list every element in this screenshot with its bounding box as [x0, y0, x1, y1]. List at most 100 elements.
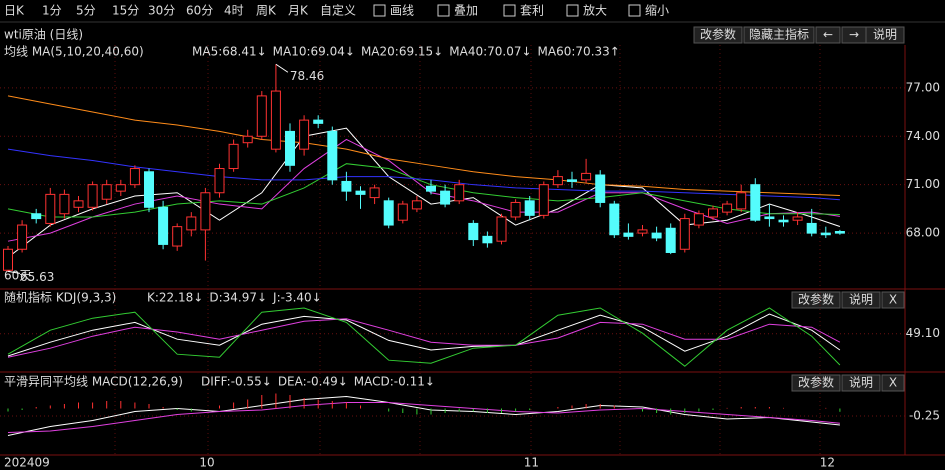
candle-body: [341, 180, 352, 192]
legend-entry: D:34.97↓: [209, 291, 267, 305]
y-tick-label: 71.00: [906, 177, 940, 191]
tool-icon[interactable]: [503, 4, 516, 17]
legend-entry: MA5:68.41↓: [192, 45, 267, 59]
button-bg[interactable]: [693, 26, 743, 44]
button[interactable]: ←: [823, 28, 833, 42]
button-bg[interactable]: [743, 26, 815, 44]
candle-body: [440, 190, 451, 205]
candle-body: [313, 119, 324, 124]
candle-body: [87, 184, 98, 208]
button[interactable]: 改参数: [700, 27, 736, 42]
button-bg[interactable]: [791, 291, 841, 309]
button-bg[interactable]: [815, 26, 841, 44]
candle-body: [369, 187, 380, 199]
toolbar-item[interactable]: 缩小: [645, 3, 669, 18]
toolbar-item[interactable]: 月K: [288, 4, 309, 18]
button-bg[interactable]: [865, 26, 905, 44]
button[interactable]: 说明: [849, 292, 873, 307]
candle-body: [426, 185, 436, 192]
candle-body: [778, 219, 789, 223]
x-tick-label: 202409: [4, 456, 50, 470]
button[interactable]: 说明: [849, 375, 873, 390]
button-bg[interactable]: [881, 374, 905, 392]
instrument-title: wti原油 (日线): [4, 28, 83, 42]
button-bg[interactable]: [841, 374, 881, 392]
candle-body: [693, 213, 704, 226]
y-tick-label: -0.25: [909, 409, 940, 423]
toolbar-item[interactable]: 叠加: [454, 4, 478, 18]
candle-body: [327, 130, 338, 181]
button[interactable]: 改参数: [798, 375, 834, 390]
legend-entry: MA10:69.04↓: [273, 45, 355, 59]
button[interactable]: 隐藏主指标: [749, 27, 809, 42]
candle-body: [623, 232, 634, 237]
candle-body: [73, 200, 84, 208]
candle-body: [820, 232, 831, 236]
candle-body: [228, 143, 239, 170]
button[interactable]: X: [889, 376, 897, 390]
toolbar-item[interactable]: 30分: [148, 4, 175, 18]
candle-body: [524, 200, 535, 216]
button-bg[interactable]: [881, 291, 905, 309]
candle-body: [285, 130, 295, 166]
candle-body: [214, 168, 225, 194]
annotation-leader: [275, 63, 289, 73]
y-tick-label: 77.00: [906, 80, 940, 94]
x-tick-label: 12: [820, 456, 835, 470]
button[interactable]: →: [849, 28, 859, 42]
indicator-line: [7, 307, 841, 367]
legend-entry: MACD:-0.11↓: [354, 375, 435, 389]
toolbar-item[interactable]: 60分: [186, 4, 213, 18]
toolbar-item[interactable]: 1分: [42, 4, 62, 18]
candle-body: [45, 193, 56, 224]
toolbar-item[interactable]: 画线: [390, 4, 414, 18]
legend-entry: MA20:69.15↓: [361, 45, 443, 59]
indicator-line: [7, 318, 841, 358]
x-tick-label: 10: [199, 456, 214, 470]
annotation: 78.46: [290, 69, 324, 83]
candle-body: [242, 135, 253, 144]
candle-body: [679, 218, 690, 250]
button[interactable]: 说明: [873, 27, 897, 42]
panel-title: 均线 MA(5,10,20,40,60): [4, 45, 144, 59]
candle-body: [17, 224, 28, 250]
candle-body: [158, 206, 169, 245]
candle-body: [538, 184, 549, 216]
legend-entry: K:22.18↓: [147, 291, 203, 305]
candle-body: [101, 184, 112, 200]
toolbar-item[interactable]: 5分: [76, 4, 96, 18]
candle-body: [144, 171, 154, 208]
y-tick-label: 49.10: [906, 326, 940, 340]
candle-body: [651, 232, 662, 239]
button[interactable]: X: [889, 293, 897, 307]
toolbar-item[interactable]: 4时: [224, 4, 244, 18]
candle-body: [383, 200, 394, 226]
legend-entry: MA40:70.07↓: [449, 45, 531, 59]
candle-body: [665, 227, 676, 253]
candle-body: [270, 90, 281, 150]
candle-body: [567, 179, 577, 182]
toolbar-item[interactable]: 自定义: [320, 3, 356, 18]
tool-icon[interactable]: [437, 4, 450, 17]
button-bg[interactable]: [791, 374, 841, 392]
candle-body: [397, 203, 408, 221]
candle-body: [200, 192, 211, 231]
toolbar-item[interactable]: 周K: [256, 4, 277, 18]
candle-body: [806, 222, 817, 234]
candle-body: [581, 172, 592, 181]
toolbar-item[interactable]: 15分: [112, 4, 139, 18]
tool-icon[interactable]: [566, 4, 579, 17]
tool-icon[interactable]: [373, 4, 386, 17]
legend-entry: J:-3.40↓: [272, 291, 322, 305]
candle-body: [411, 200, 422, 210]
y-tick-label: 74.00: [906, 129, 940, 143]
annotation-leader: [7, 270, 21, 274]
toolbar-item[interactable]: 放大: [583, 3, 607, 18]
tool-icon[interactable]: [628, 4, 641, 17]
candle-body: [299, 119, 310, 150]
toolbar-item[interactable]: 日K: [4, 4, 25, 18]
button[interactable]: 改参数: [798, 292, 834, 307]
x-tick-label: 11: [524, 456, 539, 470]
toolbar-item[interactable]: 套利: [520, 4, 544, 18]
button-bg[interactable]: [841, 291, 881, 309]
